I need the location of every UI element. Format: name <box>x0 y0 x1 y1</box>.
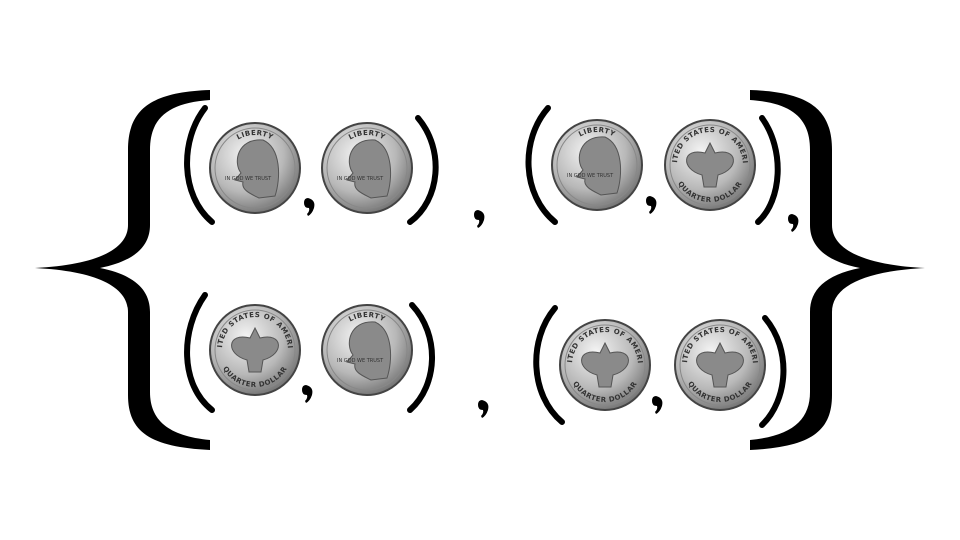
eagle <box>686 141 734 188</box>
coin: LIBERTY IN GOD WE TRUST <box>321 122 413 214</box>
portrait <box>346 321 392 381</box>
coin-legend: LIBERTY <box>235 129 275 142</box>
coin-legend: LIBERTY <box>347 311 387 324</box>
left-brace <box>35 90 210 450</box>
portrait <box>576 136 622 196</box>
coin-legend-path: LIBERTY <box>347 311 386 324</box>
right-brace <box>750 90 925 450</box>
coin-legend: LIBERTY <box>347 129 387 142</box>
coin-motto: IN GOD WE TRUST <box>337 176 384 182</box>
portrait <box>234 139 280 199</box>
coin-legend: UNITED STATES OF AMERICA <box>0 0 644 364</box>
coin-legend-path: UNITED STATES OF AMERICA <box>0 0 643 364</box>
eagle <box>696 341 744 388</box>
coin-legend-path: LIBERTY <box>347 129 386 142</box>
coin: LIBERTY IN GOD WE TRUST <box>321 304 413 396</box>
eagle <box>581 341 629 388</box>
eagle <box>231 326 279 373</box>
punctuation <box>184 105 787 428</box>
coin-motto: IN GOD WE TRUST <box>567 173 614 179</box>
coin-legend-path: LIBERTY <box>235 129 274 142</box>
coin: LIBERTY IN GOD WE TRUST <box>551 119 643 211</box>
portrait <box>346 139 392 199</box>
coin: LIBERTY IN GOD WE TRUST <box>209 122 301 214</box>
coin-legend-path: LIBERTY <box>577 126 616 139</box>
commas <box>302 196 799 418</box>
coin-motto: IN GOD WE TRUST <box>225 176 272 182</box>
coin-motto: IN GOD WE TRUST <box>337 358 384 364</box>
coin-legend: LIBERTY <box>577 126 617 139</box>
